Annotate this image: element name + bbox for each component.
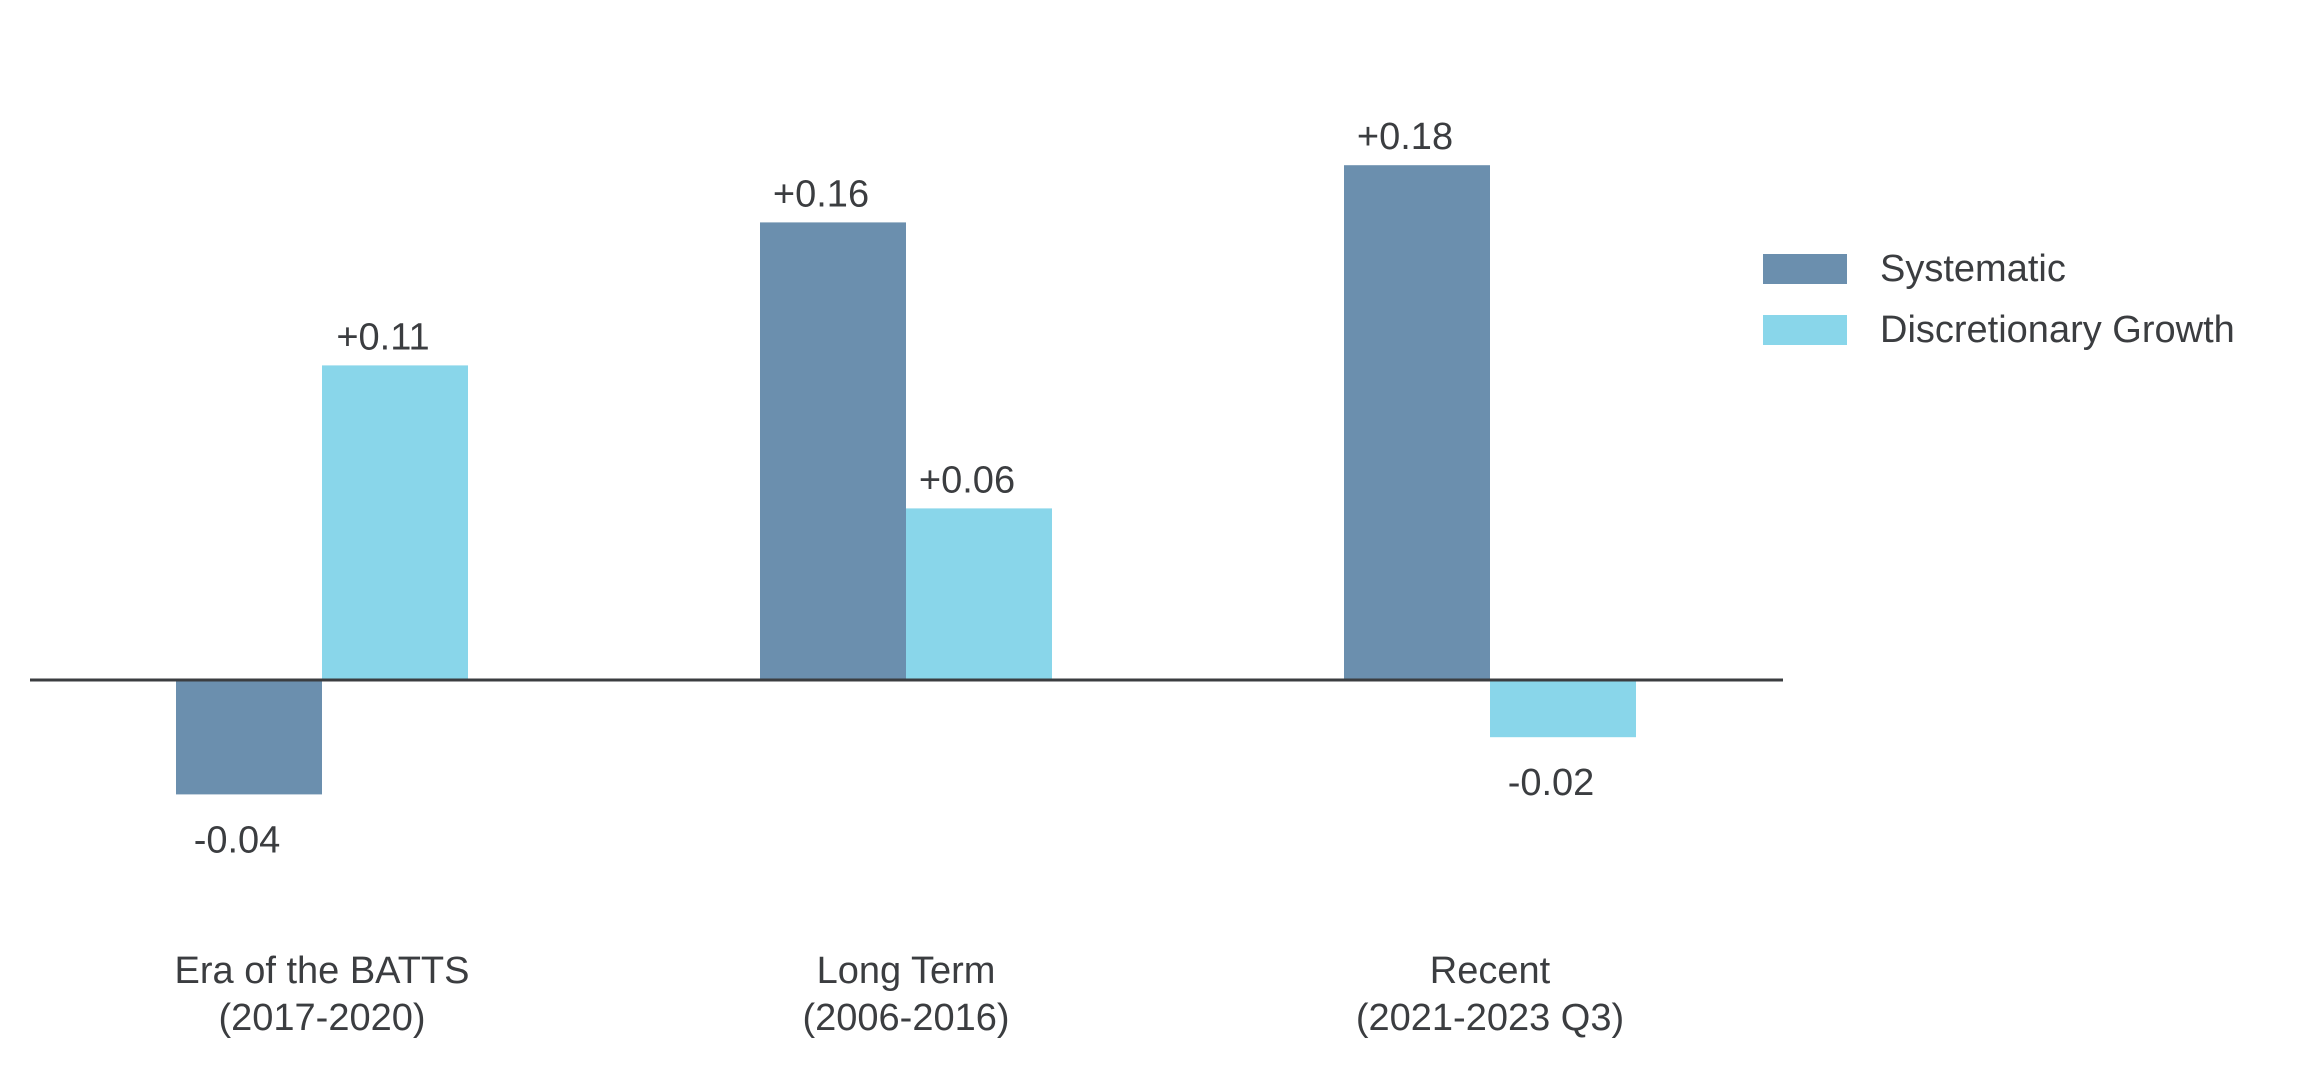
legend-label-systematic: Systematic [1880, 248, 2066, 290]
bar-discretionary-growth-2 [906, 508, 1052, 680]
bar-systematic-2 [760, 222, 906, 680]
x-tick-sublabel-2: (2006-2016) [802, 997, 1009, 1039]
x-tick-label-2: Long Term [817, 950, 996, 992]
legend-swatch-discretionary-growth [1763, 315, 1847, 345]
legend: Systematic Discretionary Growth [1763, 248, 2235, 351]
value-label-systematic-3: +0.18 [1357, 116, 1453, 158]
x-tick-label-3: Recent [1430, 950, 1551, 992]
x-axis-labels: Era of the BATTS (2017-2020) Long Term (200… [175, 950, 1625, 1039]
value-label-systematic-2: +0.16 [773, 173, 869, 215]
bars-layer [176, 165, 1636, 795]
bar-discretionary-growth-1 [322, 365, 468, 680]
x-tick-label-1: Era of the BATTS [175, 950, 470, 992]
bar-systematic-1 [176, 680, 322, 795]
legend-swatch-systematic [1763, 254, 1847, 284]
value-label-systematic-1: -0.04 [194, 819, 281, 861]
value-label-discretionary-growth-2: +0.06 [919, 459, 1015, 501]
value-label-discretionary-growth-1: +0.11 [336, 316, 429, 358]
legend-label-discretionary-growth: Discretionary Growth [1880, 309, 2235, 351]
bar-systematic-3 [1344, 165, 1490, 680]
x-tick-sublabel-3: (2021-2023 Q3) [1356, 997, 1624, 1039]
value-labels-layer: -0.04 +0.11 +0.16 +0.06 +0.18 -0.02 [194, 116, 1595, 861]
bar-discretionary-growth-3 [1490, 680, 1636, 738]
x-tick-sublabel-1: (2017-2020) [218, 997, 425, 1039]
value-label-discretionary-growth-3: -0.02 [1508, 762, 1595, 804]
